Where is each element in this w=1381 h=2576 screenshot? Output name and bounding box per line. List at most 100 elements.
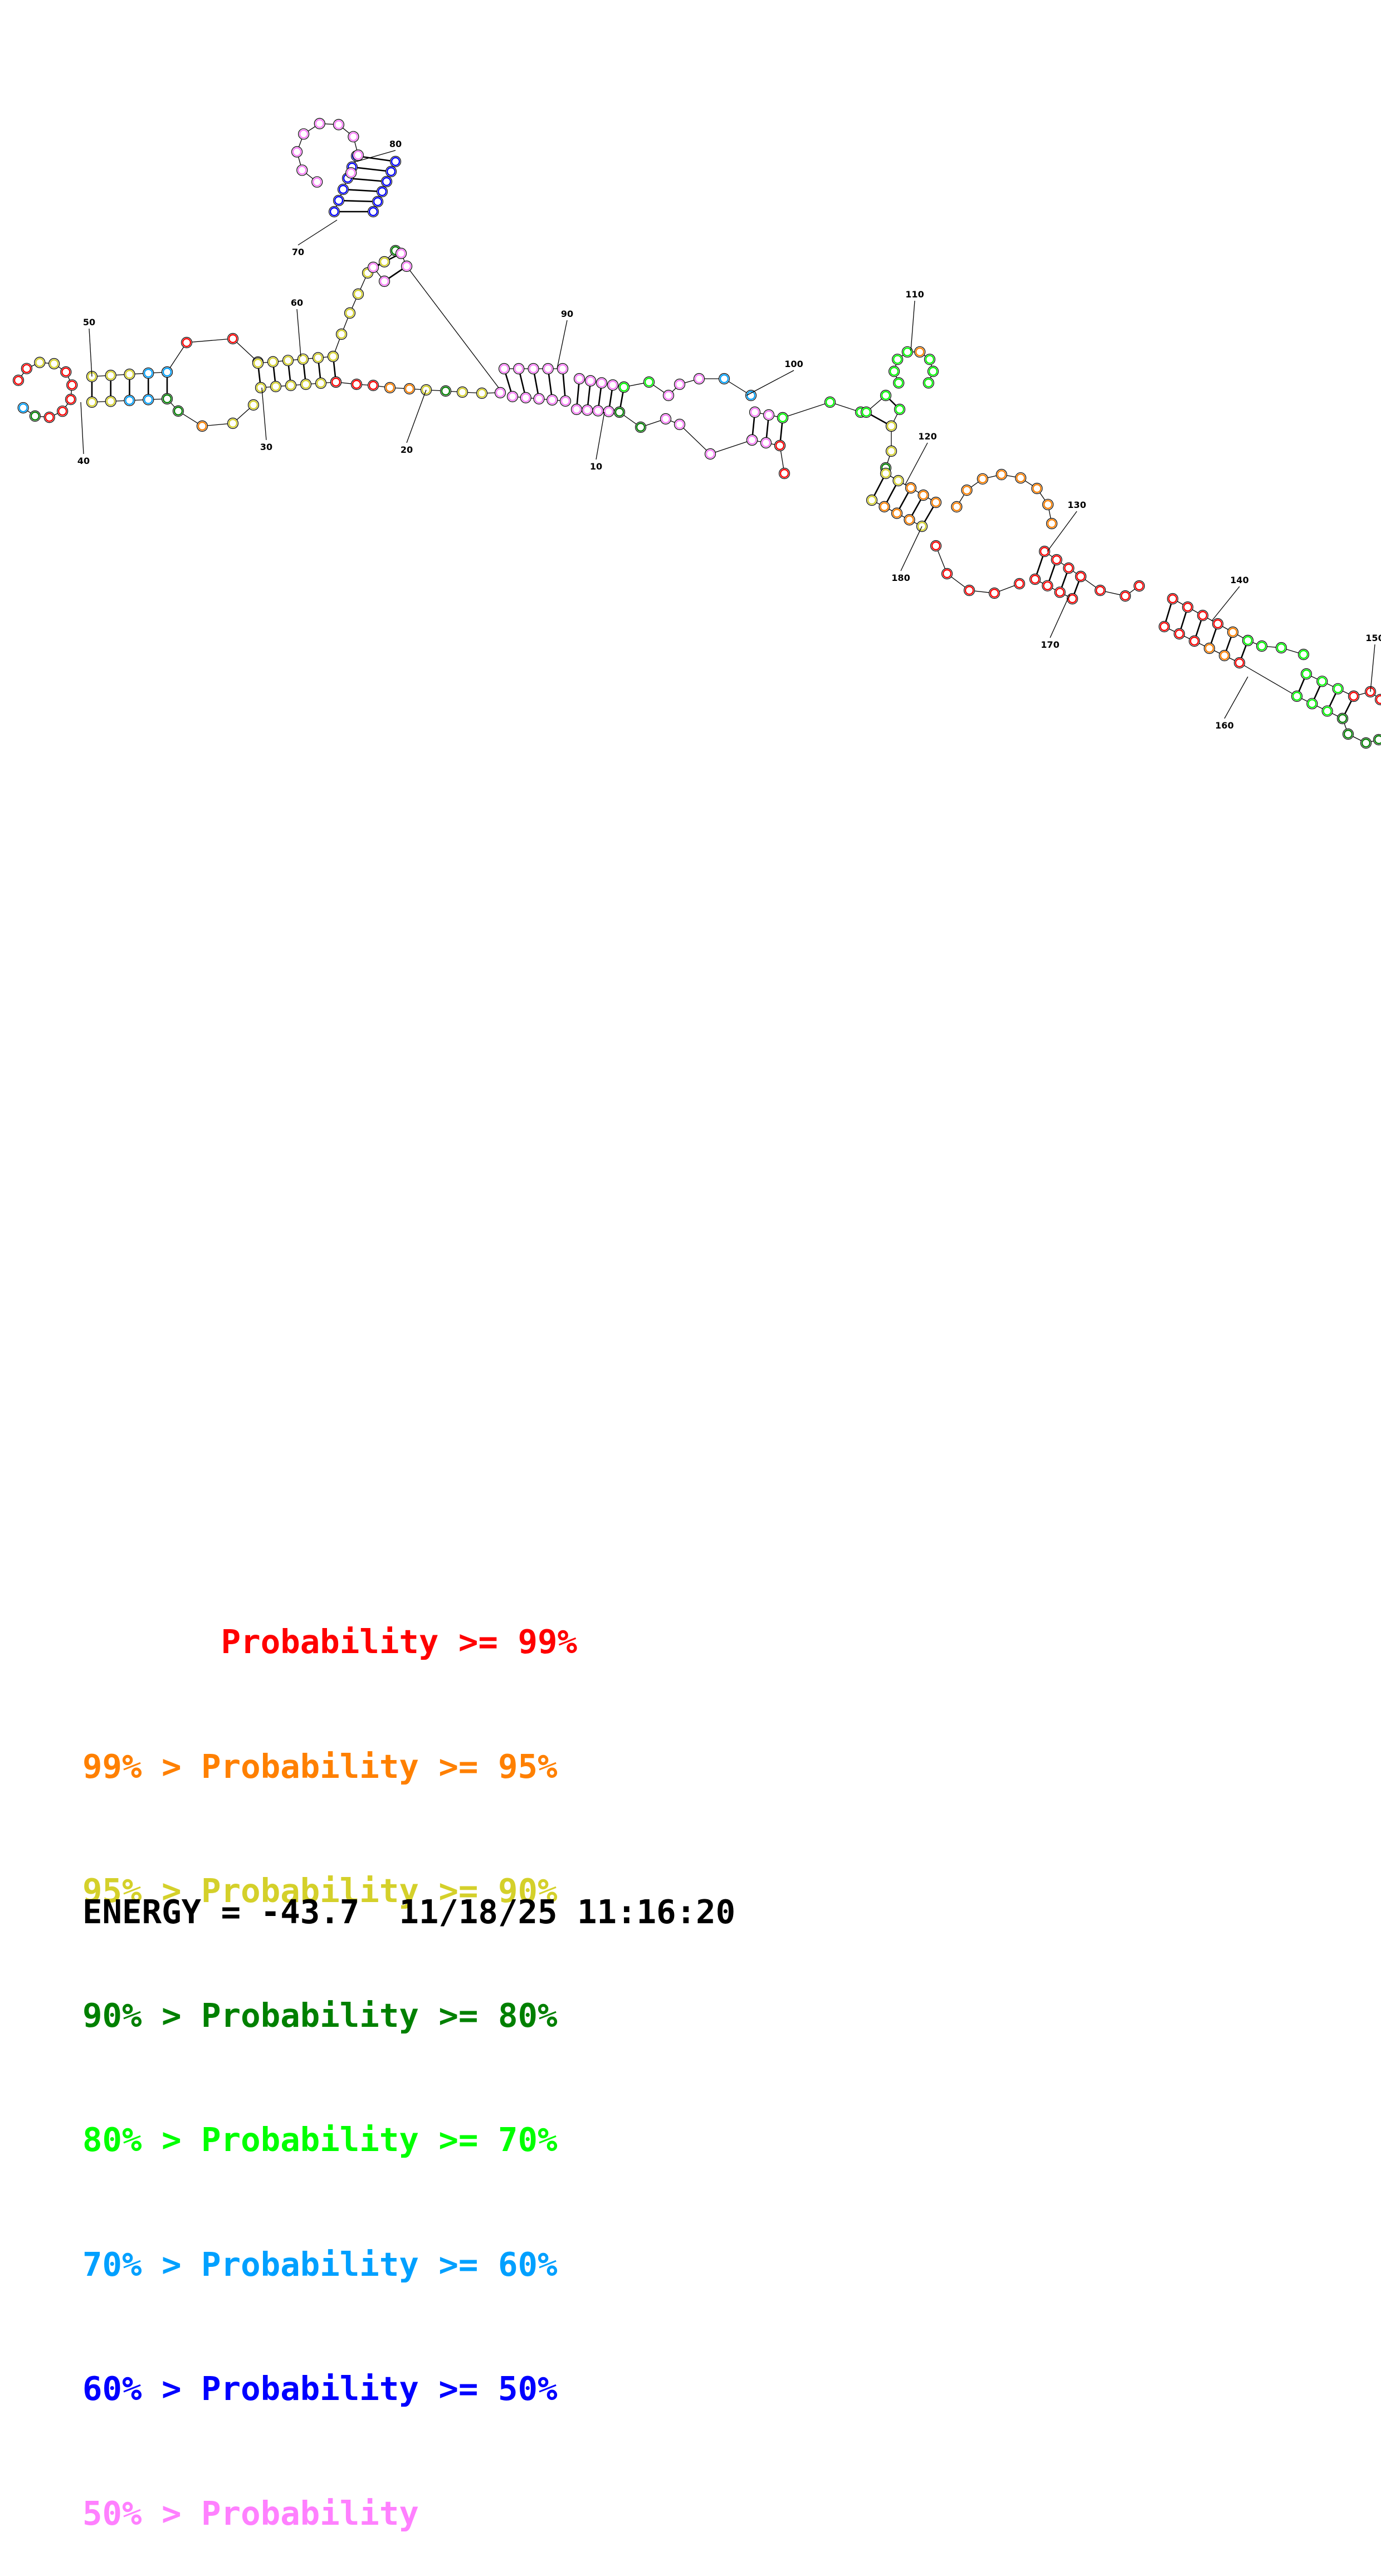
- nucleotide: [1322, 706, 1333, 716]
- position-label: 50: [83, 317, 95, 328]
- nucleotide: [1374, 735, 1381, 745]
- nucleotide: [314, 118, 325, 129]
- nucleotide: [182, 338, 192, 348]
- position-label: 20: [401, 444, 413, 455]
- position-tick: [298, 220, 337, 245]
- nucleotide: [124, 369, 135, 380]
- nucleotide: [1016, 473, 1026, 483]
- position-tick: [911, 301, 915, 351]
- nucleotide: [1134, 581, 1145, 592]
- nucleotide: [1043, 499, 1053, 510]
- nucleotide: [1228, 627, 1238, 638]
- nucleotide: [377, 187, 388, 197]
- legend-prefix: 80% >: [82, 2120, 201, 2159]
- position-tick: [81, 402, 84, 454]
- nucleotide: [915, 346, 925, 357]
- nucleotide: [379, 257, 390, 267]
- backbone-segment: [407, 266, 500, 390]
- position-label: 10: [590, 461, 602, 472]
- backbone-segment: [1045, 551, 1081, 576]
- nucleotide: [928, 366, 938, 377]
- nucleotide: [143, 368, 154, 379]
- nucleotide: [775, 441, 785, 451]
- nucleotide: [1067, 594, 1078, 604]
- position-label: 80: [389, 139, 402, 149]
- backbone-segment: [619, 412, 752, 454]
- base-pair-bonds: [92, 156, 1354, 718]
- nucleotide: [597, 378, 607, 388]
- backbone-segment: [1306, 674, 1354, 696]
- nucleotide: [271, 382, 281, 392]
- nucleotide: [495, 388, 506, 398]
- nucleotide: [1014, 579, 1025, 589]
- nucleotide: [534, 394, 544, 404]
- position-label: 150: [1365, 633, 1381, 643]
- nucleotide: [1204, 643, 1215, 654]
- position-label: 130: [1067, 500, 1086, 510]
- nucleotide: [558, 364, 568, 374]
- nucleotide: [608, 380, 618, 390]
- nucleotide: [1095, 585, 1106, 596]
- nucleotide: [574, 374, 585, 384]
- backbone-lines: [18, 124, 1380, 743]
- nucleotide: [1040, 546, 1050, 557]
- nucleotide: [35, 357, 45, 368]
- nucleotide: [747, 435, 758, 446]
- nucleotide: [253, 358, 263, 369]
- nucleotide: [334, 195, 344, 206]
- legend-prefix: 50% >: [82, 2494, 201, 2533]
- nucleotide: [256, 383, 266, 393]
- rna-secondary-structure: 1020304050607080901001101201301401501601…: [0, 0, 1381, 780]
- nucleotide: [1183, 602, 1193, 613]
- nucleotide: [1343, 729, 1354, 740]
- position-label: 160: [1215, 720, 1233, 731]
- nucleotide: [385, 383, 396, 393]
- nucleotide: [477, 388, 487, 399]
- legend-row-p60: 70% > Probability >= 60%: [82, 2244, 577, 2286]
- nucleotide: [1338, 713, 1348, 724]
- nucleotide: [379, 276, 390, 287]
- nucleotide: [297, 165, 308, 175]
- nucleotide: [585, 375, 596, 386]
- nucleotide: [514, 364, 524, 374]
- nucleotide: [1198, 610, 1208, 621]
- position-label: 140: [1230, 575, 1248, 585]
- nucleotide: [661, 414, 671, 424]
- nucleotide: [892, 354, 903, 365]
- probability-legend: Probability >= 99% 99% > Probability >= …: [82, 1538, 577, 2576]
- legend-row-p50: 60% > Probability >= 50%: [82, 2368, 577, 2410]
- nucleotide: [1361, 738, 1372, 749]
- backbone-segment: [1081, 576, 1139, 596]
- nucleotide: [499, 364, 510, 374]
- position-label: 100: [784, 359, 803, 369]
- nucleotide: [173, 406, 184, 417]
- position-label: 120: [918, 431, 936, 442]
- legend-prefix: 70% >: [82, 2245, 201, 2284]
- nucleotide: [886, 446, 897, 457]
- legend-prefix: 99% >: [82, 1747, 201, 1786]
- backbone-segment: [783, 402, 861, 418]
- position-tick: [905, 443, 928, 485]
- nucleotide: [312, 177, 323, 187]
- nucleotide: [886, 421, 897, 432]
- nucleotides: [13, 118, 1381, 748]
- nucleotide: [331, 377, 341, 388]
- nucleotide: [977, 473, 988, 484]
- legend-prefix: [82, 1622, 221, 1661]
- nucleotide: [962, 485, 972, 496]
- nucleotide: [1299, 649, 1309, 660]
- nucleotide: [881, 390, 891, 401]
- nucleotide: [603, 406, 614, 417]
- nucleotide: [507, 392, 518, 402]
- nucleotide: [404, 384, 415, 394]
- nucleotide: [942, 569, 953, 579]
- nucleotide: [396, 248, 407, 259]
- position-tick: [1047, 511, 1077, 551]
- nucleotide: [348, 131, 359, 142]
- nucleotide: [614, 407, 625, 418]
- nucleotide: [761, 438, 772, 448]
- nucleotide: [1349, 691, 1359, 702]
- nucleotide: [228, 418, 238, 429]
- nucleotide: [547, 395, 558, 405]
- base-pair: [348, 178, 387, 182]
